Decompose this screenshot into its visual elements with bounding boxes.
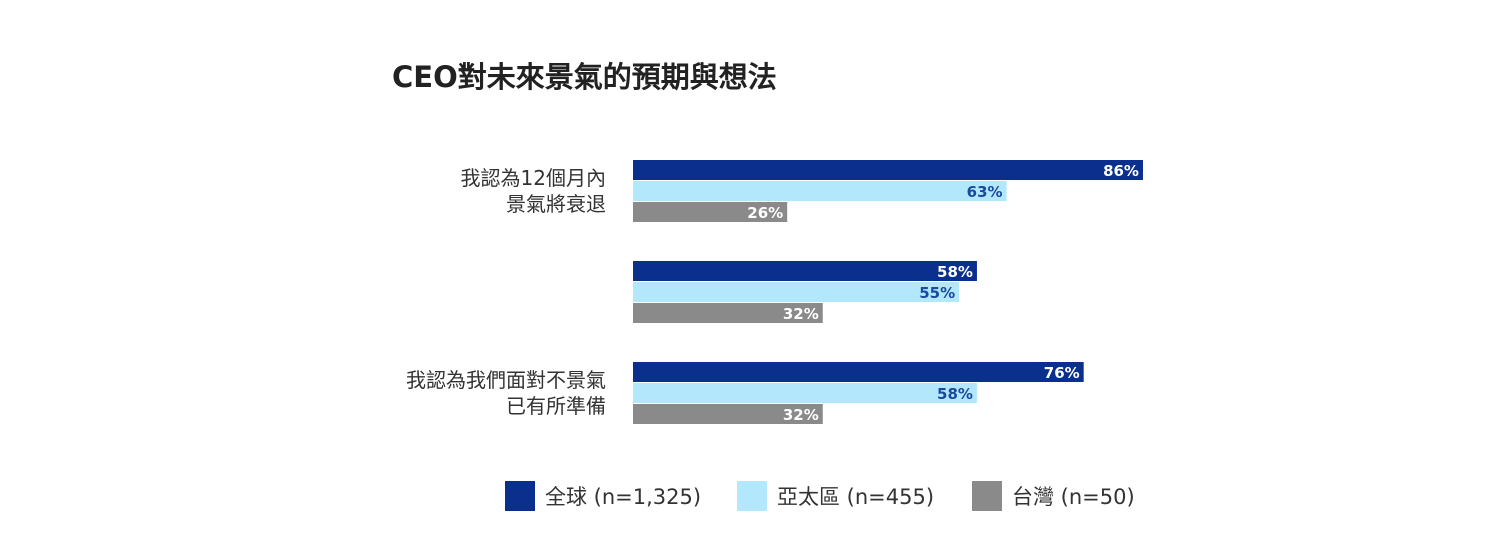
bar-series-0-cat-0 <box>633 160 1143 180</box>
bar-series-1-cat-0 <box>633 181 1007 201</box>
category-label: 我認為我們面對不景氣 <box>406 368 606 392</box>
legend: 全球 (n=1,325) 亞太區 (n=455) 台灣 (n=50) <box>505 481 1135 511</box>
bar-series-0-cat-1 <box>633 261 977 281</box>
category-label: 已有所準備 <box>506 394 606 418</box>
bar-series-2-cat-1 <box>633 303 823 323</box>
category-label: 我認為12個月內 <box>461 166 606 190</box>
legend-label: 亞太區 (n=455) <box>777 485 934 509</box>
bar-series-1-cat-2 <box>633 383 977 403</box>
category-label: 景氣將衰退 <box>506 192 606 216</box>
bar-series-1-cat-1 <box>633 282 960 302</box>
bar-value-label: 26% <box>747 204 783 222</box>
chart-title: CEO對未來景氣的預期與想法 <box>392 60 777 94</box>
legend-swatch <box>972 481 1002 511</box>
bar-series-0-cat-2 <box>633 362 1084 382</box>
bar-value-label: 58% <box>937 385 973 403</box>
bar-value-label: 76% <box>1044 364 1080 382</box>
bar-value-label: 86% <box>1103 162 1139 180</box>
bar-series-2-cat-0 <box>633 202 788 222</box>
bar-value-label: 55% <box>919 284 955 302</box>
legend-swatch <box>505 481 535 511</box>
bar-value-label: 32% <box>783 305 819 323</box>
bar-value-label: 32% <box>783 406 819 424</box>
legend-label: 全球 (n=1,325) <box>545 485 701 509</box>
bar-value-label: 63% <box>967 183 1003 201</box>
bars-group: 86% 63% 26% 58% 55% 32% 76% 58% 32% <box>633 160 1143 424</box>
bar-value-label: 58% <box>937 263 973 281</box>
legend-swatch <box>737 481 767 511</box>
legend-label: 台灣 (n=50) <box>1012 485 1135 509</box>
bar-series-2-cat-2 <box>633 404 823 424</box>
